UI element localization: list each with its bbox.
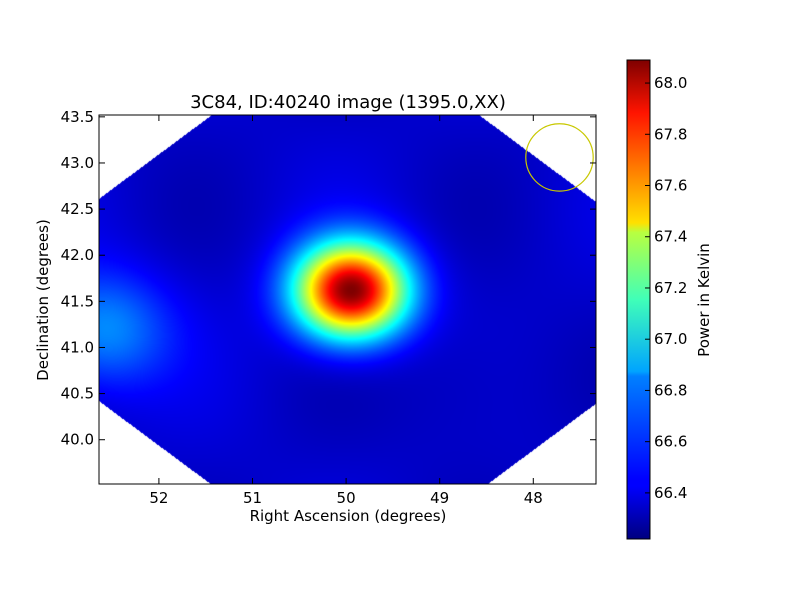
y-tick-label: 43.5 xyxy=(61,108,94,126)
plot-frame xyxy=(98,114,597,485)
y-tick-label: 42.0 xyxy=(61,246,94,264)
colorbar-tick-label: 66.6 xyxy=(654,433,687,451)
colorbar-gradient xyxy=(626,59,651,540)
y-tick-label: 41.5 xyxy=(61,292,94,310)
y-axis: 40.0 40.5 41.0 41.5 42.0 42.5 43.0 43.5 xyxy=(61,108,596,449)
plot-area xyxy=(99,115,596,484)
colorbar-tick-label: 67.8 xyxy=(654,125,687,143)
colorbar-tick-label: 66.4 xyxy=(654,484,687,502)
colorbar-tick-label: 66.8 xyxy=(654,381,687,399)
y-tick-label: 42.5 xyxy=(61,200,94,218)
y-tick-label: 40.5 xyxy=(61,385,94,403)
heatmap-image xyxy=(99,115,596,484)
colorbar-tick-label: 68.0 xyxy=(654,74,687,92)
colorbar: 66.4 66.6 66.8 67.0 67.2 67.4 67.6 67.8 68.0 Pow… xyxy=(626,59,713,540)
beam-circle xyxy=(525,123,594,192)
colorbar-label: Power in Kelvin xyxy=(695,243,713,357)
colorbar-ticks: 66.4 66.6 66.8 67.0 67.2 67.4 67.6 67.8 68.0 xyxy=(645,74,687,502)
x-tick-label: 48 xyxy=(524,489,543,507)
colorbar-tick-label: 67.6 xyxy=(654,177,687,195)
y-tick-label: 40.0 xyxy=(61,431,94,449)
x-tick-label: 49 xyxy=(430,489,449,507)
colorbar-tick-label: 67.4 xyxy=(654,228,687,246)
x-tick-label: 51 xyxy=(243,489,262,507)
y-tick-label: 43.0 xyxy=(61,154,94,172)
colorbar-tick-label: 67.0 xyxy=(654,330,687,348)
y-tick-label: 41.0 xyxy=(61,338,94,356)
x-axis-label: Right Ascension (degrees) xyxy=(250,507,447,525)
x-tick-label: 52 xyxy=(149,489,168,507)
y-axis-label: Declination (degrees) xyxy=(34,219,52,381)
x-tick-label: 50 xyxy=(337,489,356,507)
chart-title: 3C84, ID:40240 image (1395.0,XX) xyxy=(190,92,506,113)
x-axis: 52 51 50 49 48 xyxy=(149,115,543,507)
colorbar-tick-label: 67.2 xyxy=(654,279,687,297)
